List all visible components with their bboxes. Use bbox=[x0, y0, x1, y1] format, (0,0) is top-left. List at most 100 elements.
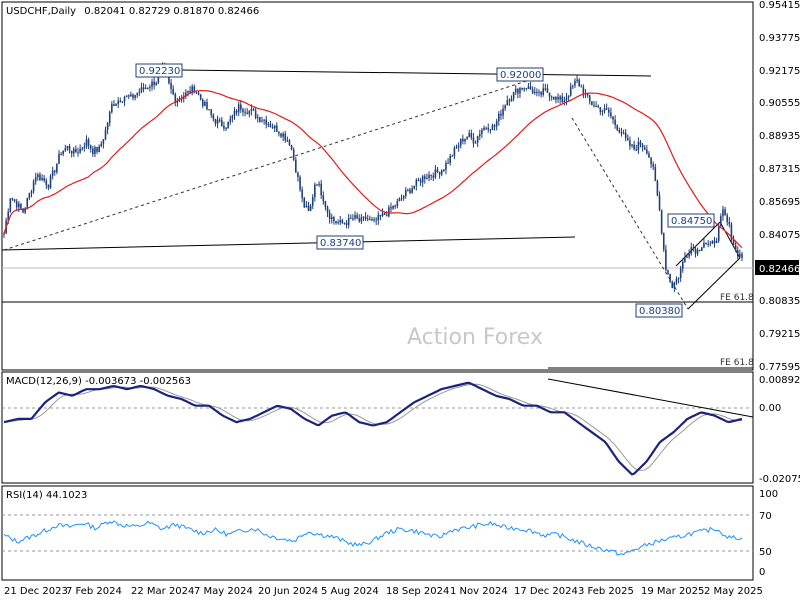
main-panel bbox=[1, 1, 754, 371]
candle-body bbox=[292, 149, 295, 160]
candle-body bbox=[41, 178, 43, 180]
candle-body bbox=[275, 125, 278, 132]
support-trendline bbox=[1, 236, 576, 251]
candle-body bbox=[523, 88, 525, 90]
candle-body bbox=[343, 223, 346, 225]
macd-panel bbox=[1, 371, 754, 484]
candle-body bbox=[561, 96, 564, 102]
rsi-title: RSI(14) 44.1023 bbox=[6, 490, 87, 501]
candle-body bbox=[288, 140, 291, 146]
candle-body bbox=[142, 87, 145, 90]
candle-body bbox=[341, 220, 344, 224]
x-tick: 5 Aug 2024 bbox=[321, 586, 379, 597]
candle-body bbox=[483, 127, 485, 130]
candle-body bbox=[481, 129, 483, 135]
candle-body bbox=[30, 191, 33, 194]
candle-body bbox=[614, 119, 616, 126]
candle-body bbox=[451, 155, 454, 157]
candle-body bbox=[362, 216, 365, 218]
candle-body bbox=[504, 105, 506, 109]
candle-body bbox=[72, 149, 75, 154]
candle-body bbox=[149, 86, 151, 88]
rsi-y-tick: 100 bbox=[759, 489, 778, 500]
candle-body bbox=[388, 207, 390, 217]
candle-body bbox=[618, 129, 621, 133]
candle-body bbox=[576, 79, 578, 81]
candle-body bbox=[665, 249, 667, 271]
candle-body bbox=[259, 117, 261, 122]
candle-body bbox=[328, 212, 331, 219]
candle-body bbox=[385, 214, 388, 217]
candle-body bbox=[521, 87, 523, 90]
resistance-trendline bbox=[179, 69, 652, 77]
candle-body bbox=[225, 128, 227, 130]
candle-body bbox=[307, 205, 310, 211]
candle-body bbox=[39, 174, 41, 180]
candle-body bbox=[580, 86, 583, 88]
candle-body bbox=[358, 218, 361, 222]
candle-body bbox=[94, 147, 96, 155]
candle-body bbox=[519, 87, 521, 94]
annotation-box bbox=[135, 63, 183, 78]
candle-body bbox=[106, 123, 109, 130]
candle-body bbox=[563, 100, 566, 102]
candle-body bbox=[533, 91, 536, 94]
candle-body bbox=[517, 89, 519, 94]
candle-body bbox=[540, 92, 542, 95]
rsi-y-tick: 70 bbox=[759, 511, 772, 522]
channel-side bbox=[719, 221, 741, 259]
candle-body bbox=[278, 131, 280, 134]
candle-body bbox=[117, 100, 119, 104]
candle-body bbox=[732, 239, 735, 245]
candle-body bbox=[390, 207, 392, 209]
annotation-label: 0.80380 bbox=[639, 306, 680, 317]
candle-body bbox=[104, 129, 107, 140]
candle-body bbox=[316, 184, 318, 186]
candle-body bbox=[736, 250, 739, 257]
candle-body bbox=[527, 86, 530, 89]
annotation-box bbox=[667, 213, 715, 228]
candle-body bbox=[588, 95, 591, 102]
candle-body bbox=[64, 148, 67, 151]
candle-body bbox=[75, 149, 77, 153]
candle-body bbox=[248, 110, 251, 115]
candle-body bbox=[339, 220, 342, 223]
x-tick: 18 Sep 2024 bbox=[386, 586, 449, 597]
candle-body bbox=[352, 218, 354, 220]
candle-body bbox=[635, 149, 638, 151]
candle-body bbox=[261, 120, 263, 122]
x-axis: 21 Dec 2023 7 Feb 2024 22 Mar 2024 7 May… bbox=[4, 586, 763, 597]
candle-body bbox=[58, 153, 60, 164]
candle-body bbox=[206, 101, 208, 110]
candle-body bbox=[180, 98, 183, 100]
candle-body bbox=[741, 253, 743, 258]
candle-body bbox=[472, 137, 475, 144]
candle-body bbox=[83, 146, 86, 149]
candle-body bbox=[172, 88, 174, 95]
candle-body bbox=[18, 203, 20, 208]
candle-body bbox=[648, 153, 650, 158]
symbol-label: USDCHF,Daily bbox=[6, 6, 76, 17]
x-tick: 7 Feb 2024 bbox=[66, 586, 122, 597]
candle-body bbox=[24, 207, 26, 213]
candle-body bbox=[108, 111, 111, 124]
rsi-panel-frame bbox=[1, 485, 754, 581]
candle-body bbox=[265, 119, 268, 125]
candle-body bbox=[500, 113, 502, 116]
y-tick: 0.84075 bbox=[759, 230, 800, 241]
candle-body bbox=[256, 117, 259, 119]
candle-body bbox=[432, 175, 435, 178]
macd-lines bbox=[3, 381, 743, 476]
candle-body bbox=[113, 104, 115, 106]
candle-body bbox=[658, 195, 661, 210]
candle-body bbox=[98, 146, 100, 152]
annotation-box bbox=[635, 303, 683, 318]
candle-body bbox=[557, 96, 559, 100]
candle-body bbox=[681, 261, 684, 269]
candle-body bbox=[396, 201, 399, 206]
candle-body bbox=[284, 133, 287, 141]
candle-body bbox=[654, 166, 657, 181]
macd-y-tick: -0.020759 bbox=[759, 474, 800, 485]
candle-body bbox=[612, 116, 614, 120]
